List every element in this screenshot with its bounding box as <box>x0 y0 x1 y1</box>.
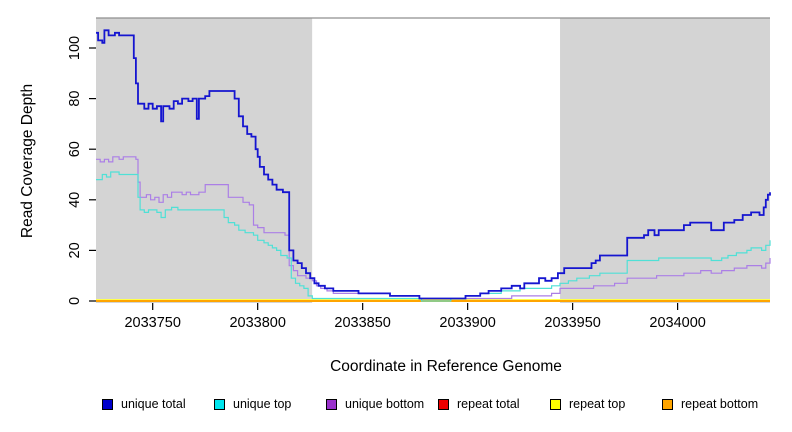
y-tick-label: 40 <box>67 192 83 208</box>
y-tick-label: 100 <box>67 36 83 60</box>
legend-swatch-unique-total <box>102 399 113 410</box>
legend-swatch-repeat-top <box>550 399 561 410</box>
x-tick-label: 2033800 <box>229 315 285 331</box>
legend-label: unique top <box>233 397 292 411</box>
x-tick-label: 2033900 <box>439 315 495 331</box>
series-unique-top <box>96 171 771 302</box>
y-tick-label: 80 <box>67 91 83 107</box>
series-unique-bottom <box>96 156 771 300</box>
x-tick-label: 2033850 <box>334 315 390 331</box>
background-band-2 <box>560 18 770 303</box>
y-axis-title: Read Coverage Depth <box>19 83 36 239</box>
legend-label: repeat top <box>569 397 626 411</box>
legend-label: unique bottom <box>345 397 425 411</box>
background-band-1 <box>312 18 561 303</box>
legend-swatch-unique-bottom <box>326 399 337 410</box>
y-tick-label: 60 <box>67 141 83 157</box>
background-band-0 <box>96 18 313 303</box>
legend-swatch-unique-top <box>214 399 225 410</box>
x-tick-label: 2033750 <box>124 315 180 331</box>
legend-label: repeat bottom <box>681 397 759 411</box>
x-tick-label: 2033950 <box>544 315 600 331</box>
legend-swatch-repeat-bottom <box>662 399 673 410</box>
legend-label: unique total <box>121 397 186 411</box>
y-tick-label: 0 <box>67 297 83 305</box>
x-tick-label: 2034000 <box>649 315 705 331</box>
x-axis-title: Coordinate in Reference Genome <box>330 358 562 375</box>
legend-label: repeat total <box>457 397 520 411</box>
series-unique-total <box>96 29 771 300</box>
legend-swatch-repeat-total <box>438 399 449 410</box>
y-tick-label: 20 <box>67 242 83 258</box>
